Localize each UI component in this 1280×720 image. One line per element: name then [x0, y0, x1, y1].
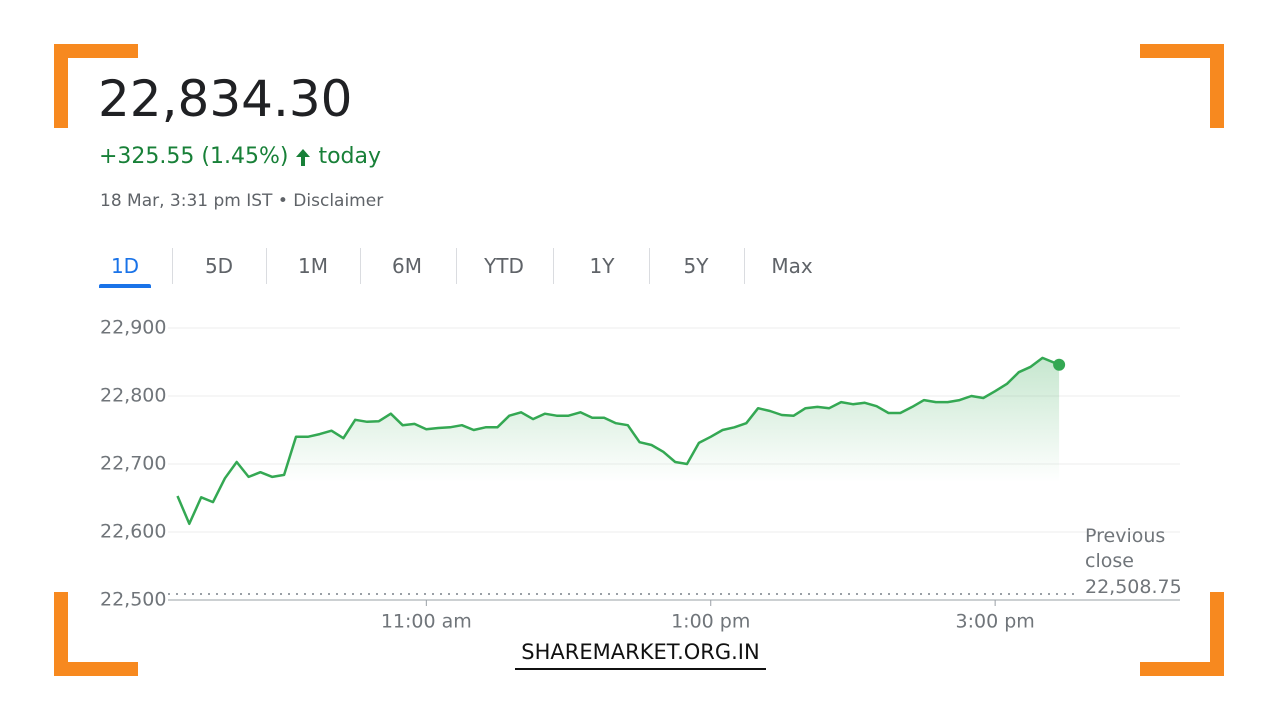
tab[interactable]: 5D — [204, 254, 234, 278]
tab[interactable]: YTD — [484, 254, 524, 278]
up-arrow — [296, 148, 311, 166]
x-tick-label: 11:00 am — [381, 611, 472, 633]
tab[interactable]: 5Y — [683, 254, 709, 278]
price-line — [176, 356, 1060, 526]
tab[interactable]: Max — [771, 254, 813, 278]
tab[interactable]: 1M — [298, 254, 328, 278]
previous-close-caption: Previous close — [1085, 525, 1166, 572]
tab-separator — [649, 248, 650, 284]
tab-separator — [455, 248, 457, 284]
last-point — [1053, 358, 1066, 371]
timestamp: 18 Mar, 3:31 pm IST — [100, 191, 273, 211]
y-tick-label: 22,900 — [100, 317, 166, 339]
y-tick-label: 22,600 — [100, 521, 166, 543]
tab-underline — [99, 284, 151, 288]
previous-close-value: 22,508.75 — [1085, 576, 1182, 598]
tab-separator — [360, 248, 361, 284]
period: today — [318, 144, 382, 169]
y-tick-label: 22,700 — [100, 453, 166, 475]
tab-separator — [266, 248, 267, 284]
change: +325.55 (1.45%) — [99, 144, 289, 169]
tab[interactable]: 1D — [110, 254, 140, 278]
corner — [1140, 592, 1224, 676]
timestamp-row: 18 Mar, 3:31 pm IST • Disclaimer — [100, 191, 383, 211]
y-tick-label: 22,500 — [100, 589, 166, 611]
price: 22,834.30 — [98, 70, 353, 128]
tab-separator — [744, 248, 745, 284]
corner — [1140, 44, 1224, 128]
tab[interactable]: 1Y — [589, 254, 615, 278]
change-row: +325.55 (1.45%) today — [99, 144, 381, 169]
corner — [54, 592, 138, 676]
corner — [54, 44, 138, 128]
separator: • — [277, 191, 288, 211]
y-tick-label: 22,800 — [100, 385, 166, 407]
x-tick-label: 3:00 pm — [955, 611, 1034, 633]
x-tick-label: 1:00 pm — [671, 611, 750, 633]
tab[interactable]: 6M — [392, 254, 422, 278]
tab-separator — [172, 248, 173, 284]
disclaimer[interactable]: Disclaimer — [293, 191, 384, 211]
tab-separator — [553, 248, 554, 284]
area — [177, 357, 1060, 524]
watermark: SHAREMARKET.ORG.IN — [515, 640, 766, 670]
